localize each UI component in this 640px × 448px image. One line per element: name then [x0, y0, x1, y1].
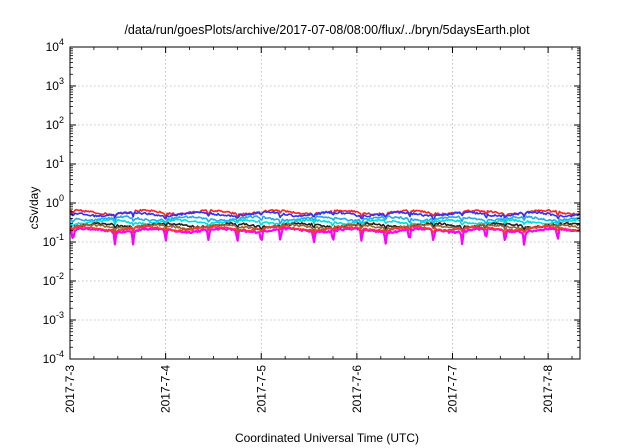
- y-tick-label: 102: [46, 115, 64, 132]
- y-tick-label: 104: [46, 37, 64, 54]
- axes: 10-4 10-3 10-2 10-1 100 101 102 103 104 2017-7-3 2…: [43, 37, 581, 413]
- y-tick-label: 101: [46, 154, 64, 171]
- x-tick-label: 2017-7-4: [159, 365, 173, 413]
- y-tick-label: 10-3: [43, 310, 64, 327]
- series-line: [69, 226, 581, 246]
- y-tick-label: 100: [46, 193, 64, 210]
- series-line: [69, 223, 581, 233]
- x-tick-label: 2017-7-3: [63, 365, 77, 413]
- series-line: [69, 218, 580, 229]
- y-tick-label: 10-4: [43, 349, 64, 366]
- x-axis-label: Coordinated Universal Time (UTC): [235, 431, 419, 445]
- y-tick-label: 103: [46, 76, 64, 93]
- y-axis-label: cSv/day: [27, 187, 41, 230]
- x-tick-label: 2017-7-8: [541, 365, 555, 413]
- grid: [70, 47, 580, 359]
- series-line: [69, 210, 581, 220]
- series-line: [69, 225, 581, 236]
- x-tick-label: 2017-7-7: [446, 365, 460, 413]
- x-tick-label: 2017-7-6: [350, 365, 364, 413]
- y-tick-label: 10-2: [43, 271, 64, 288]
- plot-series: [69, 208, 581, 246]
- x-tick-label: 2017-7-5: [254, 365, 268, 413]
- chart-title: /data/run/goesPlots/archive/2017-07-08/0…: [124, 23, 530, 37]
- y-tick-label: 10-1: [43, 232, 64, 249]
- plot-frame: [69, 46, 581, 360]
